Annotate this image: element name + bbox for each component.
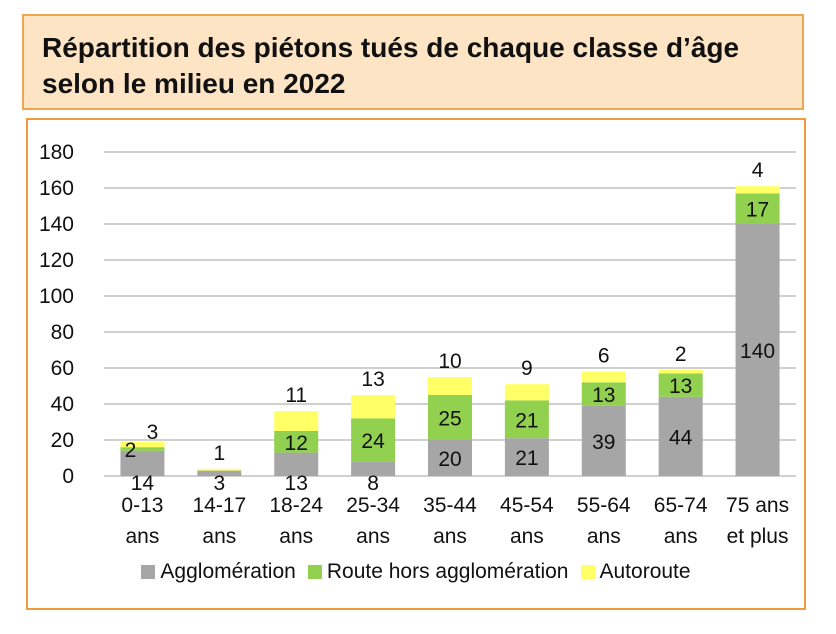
legend-item: Agglomération <box>141 560 296 584</box>
data-label: 3 <box>213 472 225 495</box>
y-tick-label: 0 <box>62 465 74 488</box>
legend-swatch <box>141 565 156 579</box>
bar-segment <box>274 452 319 476</box>
legend-item: Autoroute <box>580 560 691 584</box>
bar-segment <box>120 447 165 451</box>
legend-swatch <box>307 565 322 579</box>
data-label: 12 <box>285 432 308 455</box>
y-tick-label: 180 <box>39 141 74 164</box>
data-label: 140 <box>740 340 775 363</box>
y-tick-label: 20 <box>51 429 74 452</box>
bar-segment <box>428 377 472 395</box>
data-label: 13 <box>285 472 308 495</box>
y-tick-label: 120 <box>39 249 74 272</box>
legend-label: Autoroute <box>599 560 691 583</box>
bar-segment <box>351 418 396 462</box>
bar-segment <box>658 396 703 476</box>
bar-segment <box>735 186 780 194</box>
bar-segment <box>120 441 165 448</box>
data-label: 20 <box>438 448 461 471</box>
data-label: 9 <box>521 357 533 380</box>
bar-segment <box>735 193 780 224</box>
data-label: 8 <box>367 472 379 495</box>
data-label: 13 <box>361 368 384 391</box>
data-label: 25 <box>438 408 461 431</box>
data-label: 24 <box>361 430 385 453</box>
bar-segment <box>197 468 242 471</box>
data-label: 14 <box>131 472 155 495</box>
legend-label: Agglomération <box>160 560 296 583</box>
bar-segment <box>428 395 472 440</box>
data-label: 44 <box>669 426 693 449</box>
bar-segment <box>504 400 549 439</box>
x-tick-label: et plus <box>727 525 789 548</box>
x-tick-label: ans <box>587 525 621 548</box>
bar-segment <box>735 224 780 476</box>
x-tick-label: ans <box>202 525 236 548</box>
y-tick-label: 40 <box>51 393 74 416</box>
x-tick-label: 14-17 <box>192 494 246 517</box>
data-label: 2 <box>675 343 687 366</box>
x-tick-label: 25-34 <box>346 494 400 517</box>
bar-segment <box>658 369 703 374</box>
chart-legend: Agglomération Route hors agglomération Aut… <box>28 560 804 584</box>
data-label: 1 <box>213 442 225 465</box>
x-tick-label: ans <box>664 525 698 548</box>
bar-segment <box>197 470 242 476</box>
y-tick-label: 140 <box>39 213 74 236</box>
y-tick-label: 80 <box>51 321 74 344</box>
bar-segment <box>428 440 472 476</box>
stacked-bar-chart: 02040608010012014016018014230-13ans3114-… <box>39 141 796 548</box>
bar-segment <box>351 461 396 476</box>
x-tick-label: ans <box>126 525 160 548</box>
y-tick-label: 160 <box>39 177 74 200</box>
y-tick-label: 60 <box>51 357 74 380</box>
x-tick-label: ans <box>433 525 467 548</box>
bar-segment <box>581 371 626 383</box>
legend-swatch <box>580 565 595 579</box>
data-label: 21 <box>515 447 538 470</box>
bar-segment <box>504 438 549 476</box>
data-label: 13 <box>592 384 615 407</box>
x-tick-label: 75 ans <box>726 494 789 517</box>
data-label: 2 <box>125 439 137 462</box>
chart-container: 0 20 40 60 80 100 120 140 160 180 14 2 3 0-13 ans 3 1 14-… <box>26 118 806 610</box>
x-tick-label: ans <box>356 525 390 548</box>
x-tick-label: 45-54 <box>500 494 554 517</box>
bar-segment <box>274 431 319 453</box>
legend-item: Route hors agglomération <box>307 560 569 584</box>
y-tick-label: 100 <box>39 285 74 308</box>
title-box: Répartition des piétons tués de chaque c… <box>22 14 804 110</box>
x-tick-label: ans <box>279 525 313 548</box>
data-label: 17 <box>746 199 769 222</box>
data-label: 4 <box>752 159 764 182</box>
data-label: 39 <box>592 431 615 454</box>
x-tick-label: ans <box>510 525 544 548</box>
x-tick-label: 65-74 <box>654 494 708 517</box>
data-label: 3 <box>147 421 159 444</box>
data-label: 11 <box>285 384 307 407</box>
chart-title: Répartition des piétons tués de chaque c… <box>42 32 740 99</box>
bar-segment <box>351 395 396 419</box>
data-label: 6 <box>598 345 610 368</box>
x-tick-label: 55-64 <box>577 494 631 517</box>
data-label: 10 <box>438 350 461 373</box>
bar-segment <box>658 373 703 397</box>
bar-segment <box>581 382 626 406</box>
legend-label: Route hors agglomération <box>326 560 569 583</box>
bar-segment <box>504 384 549 401</box>
bar-segment <box>581 405 626 476</box>
x-tick-label: 18-24 <box>269 494 323 517</box>
x-tick-label: 35-44 <box>423 494 477 517</box>
bar-segment <box>120 450 165 476</box>
data-label: 21 <box>515 409 538 432</box>
x-tick-label: 0-13 <box>121 494 163 517</box>
bar-segment <box>274 411 319 431</box>
data-label: 13 <box>669 375 692 398</box>
